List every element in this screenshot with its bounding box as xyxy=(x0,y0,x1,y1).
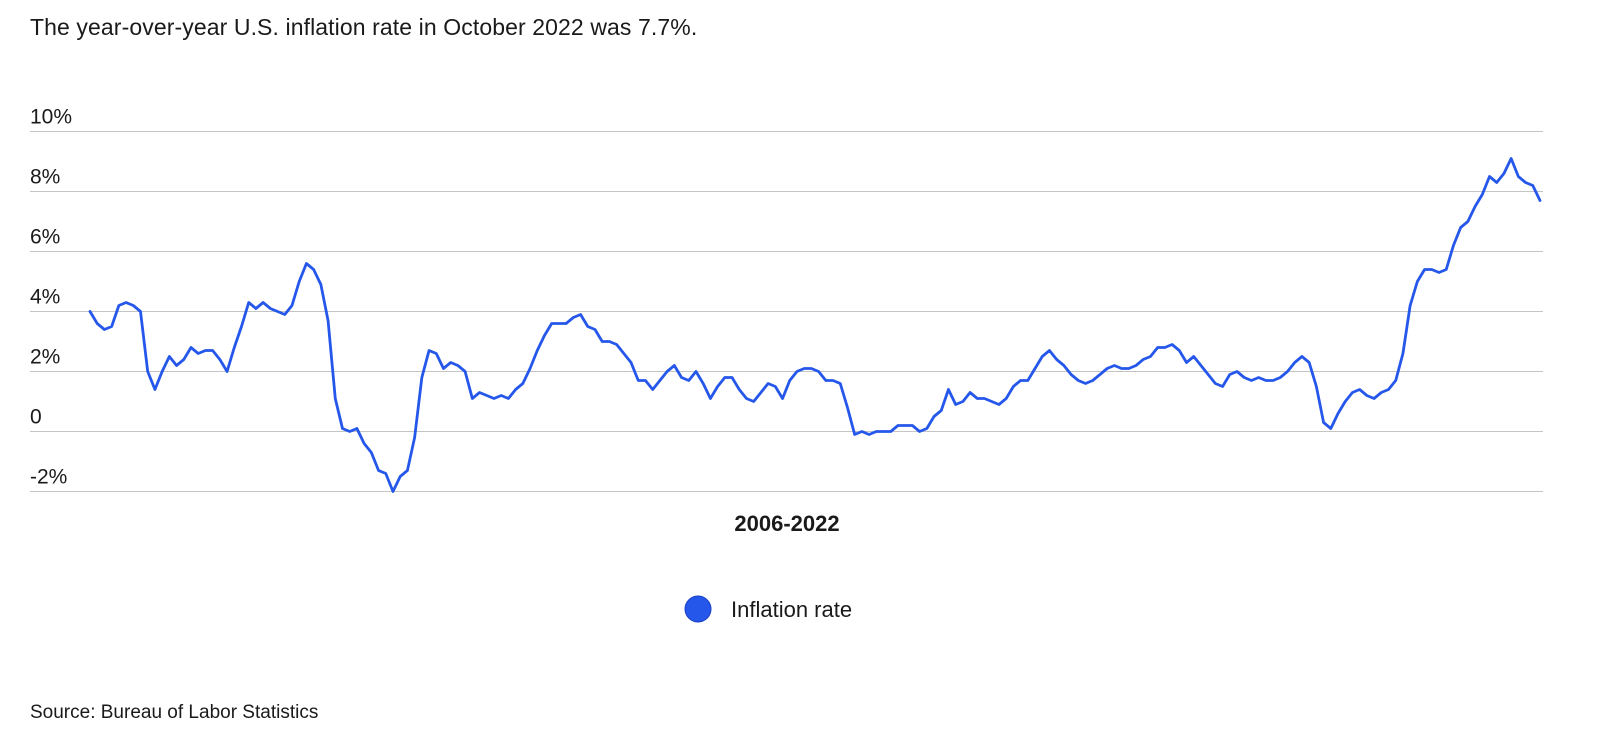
y-tick-label: 8% xyxy=(30,166,60,189)
x-axis-label: 2006-2022 xyxy=(734,511,839,536)
y-axis-tick-labels: 10% 8% 6% 4% 2% 0 -2% xyxy=(30,106,72,489)
y-tick-label: 2% xyxy=(30,346,60,369)
legend-label-inflation-rate: Inflation rate xyxy=(731,597,852,622)
y-tick-label: 10% xyxy=(30,106,72,129)
y-tick-label: -2% xyxy=(30,466,67,489)
legend: Inflation rate xyxy=(684,595,852,623)
chart-title: The year-over-year U.S. inflation rate i… xyxy=(30,14,698,40)
source-note: Source: Bureau of Labor Statistics xyxy=(30,702,319,723)
y-tick-label: 4% xyxy=(30,286,60,309)
y-tick-label: 6% xyxy=(30,226,60,249)
y-tick-label: 0 xyxy=(30,406,42,429)
legend-swatch-inflation-rate xyxy=(684,595,712,623)
series-line-inflation-rate xyxy=(88,157,1542,493)
gridlines xyxy=(30,131,1543,492)
